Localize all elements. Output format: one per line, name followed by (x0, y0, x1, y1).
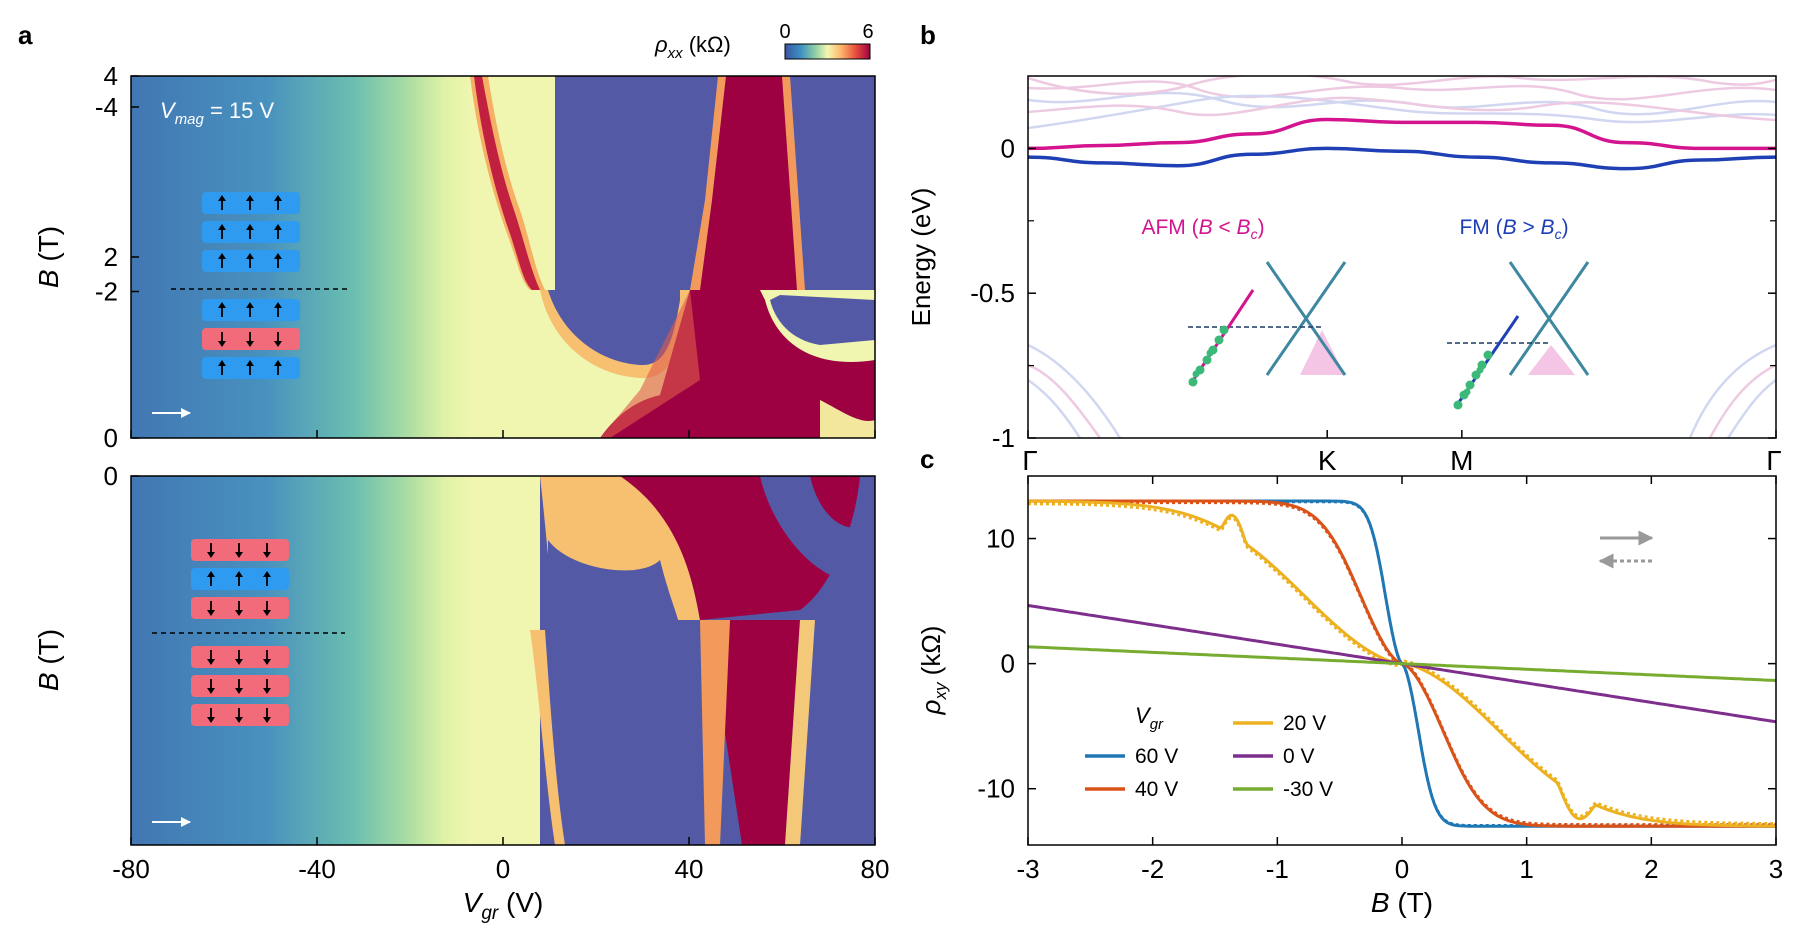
vmag-label: Vmag = 15 V (160, 98, 275, 128)
x-tick-label: 80 (861, 854, 890, 884)
x-tick-label: 3 (1769, 854, 1783, 884)
colorbar-label: ρxx (kΩ) (654, 32, 731, 62)
spin-stack-top (202, 192, 300, 379)
y-tick-label: -0.5 (970, 278, 1015, 308)
legend-item: 60 V (1085, 745, 1178, 768)
svg-text:0 V: 0 V (1283, 745, 1315, 768)
fm-inset-label: FM (B > Bc) (1459, 216, 1568, 242)
panel-b-axes: 0-0.5-1Γ K M Γ (970, 133, 1782, 476)
x-tick-label: -80 (112, 854, 150, 884)
spin-layer (202, 328, 300, 350)
fm-band-line (1028, 146, 1776, 171)
x-tick-label: 1 (1519, 854, 1533, 884)
y-tick-label: -4 (95, 92, 118, 122)
x-tick-label: 40 (675, 854, 704, 884)
svg-text:20 V: 20 V (1283, 712, 1326, 735)
panel-label-b: b (920, 20, 936, 50)
svg-text:-30 V: -30 V (1283, 778, 1333, 801)
svg-text:40 V: 40 V (1135, 778, 1178, 801)
y-tick-label: 0 (1001, 133, 1015, 163)
k-point-label: M (1450, 445, 1473, 476)
panel-a-xlabel: Vgr (V) (463, 887, 544, 924)
x-tick-label: -40 (298, 854, 336, 884)
x-tick-label: -1 (1266, 854, 1289, 884)
k-point-label: Γ (1766, 445, 1781, 476)
legend-item: 40 V (1085, 778, 1178, 801)
panel-label-c: c (920, 444, 934, 474)
spin-layer (202, 299, 300, 321)
legend-item: 0 V (1233, 745, 1315, 768)
y-tick-label: -2 (95, 277, 118, 307)
y-tick-label: -10 (977, 774, 1015, 804)
spin-stack-bottom (191, 539, 289, 726)
y-tick-label: 10 (986, 524, 1015, 554)
spin-layer (191, 675, 289, 697)
y-tick-label: 0 (1001, 649, 1015, 679)
colorbar-min: 0 (779, 21, 790, 43)
x-tick-label: 0 (496, 854, 510, 884)
spin-layer (202, 192, 300, 214)
spin-layer (202, 250, 300, 272)
legend: Vgr 60 V 40 V 20 V 0 V -30 V (1085, 703, 1333, 801)
k-point-label: Γ (1022, 445, 1037, 476)
panel-a-ylabel-top: B (T) (33, 226, 64, 288)
panel-b-ylabel: Energy (eV) (906, 188, 936, 327)
afm-inset-label: AFM (B < Bc) (1141, 216, 1264, 242)
legend-title: Vgr (1135, 703, 1164, 733)
spin-layer (191, 646, 289, 668)
panel-a-ylabel-bottom: B (T) (33, 629, 64, 691)
spin-layer (202, 221, 300, 243)
k-point-label: K (1318, 445, 1337, 476)
y-tick-label: 4 (104, 61, 118, 91)
colorbar: ρxx (kΩ) 0 6 (654, 21, 874, 62)
legend-item: 20 V (1233, 712, 1326, 735)
spin-layer (191, 568, 289, 590)
faint-bands (1028, 76, 1776, 438)
panel-c-ylabel: ρxy (kΩ) (916, 626, 950, 716)
x-tick-label: -3 (1016, 854, 1039, 884)
afm-band-line (1028, 117, 1776, 151)
y-tick-label: 0 (104, 461, 118, 491)
afm-inset: AFM (B < Bc) (1141, 216, 1347, 387)
y-tick-label: -1 (992, 423, 1015, 453)
spin-layer (191, 704, 289, 726)
x-tick-label: 2 (1644, 854, 1658, 884)
panel-label-a: a (18, 20, 33, 50)
series-line (1028, 645, 1776, 682)
band-structure-plot: 0-0.5-1Γ K M Γ Energy (eV) AFM (B < Bc) FM … (906, 75, 1782, 476)
y-tick-label: 2 (104, 242, 118, 272)
spin-layer (191, 539, 289, 561)
fm-inset: FM (B > Bc) (1447, 216, 1590, 410)
colorbar-max: 6 (862, 21, 873, 43)
spin-layer (191, 597, 289, 619)
spin-layer (202, 357, 300, 379)
panel-c-xlabel: B (T) (1371, 887, 1433, 918)
y-tick-label: 0 (104, 423, 118, 453)
x-tick-label: 0 (1395, 854, 1409, 884)
panel-a-axes: -80 -40 0 40 80 4 2 0 0 -2 -4 (95, 61, 890, 884)
svg-text:60 V: 60 V (1135, 745, 1178, 768)
heatmap-top (131, 76, 875, 438)
x-tick-label: -2 (1141, 854, 1164, 884)
colorbar-gradient (784, 43, 871, 60)
legend-item: -30 V (1233, 778, 1333, 801)
